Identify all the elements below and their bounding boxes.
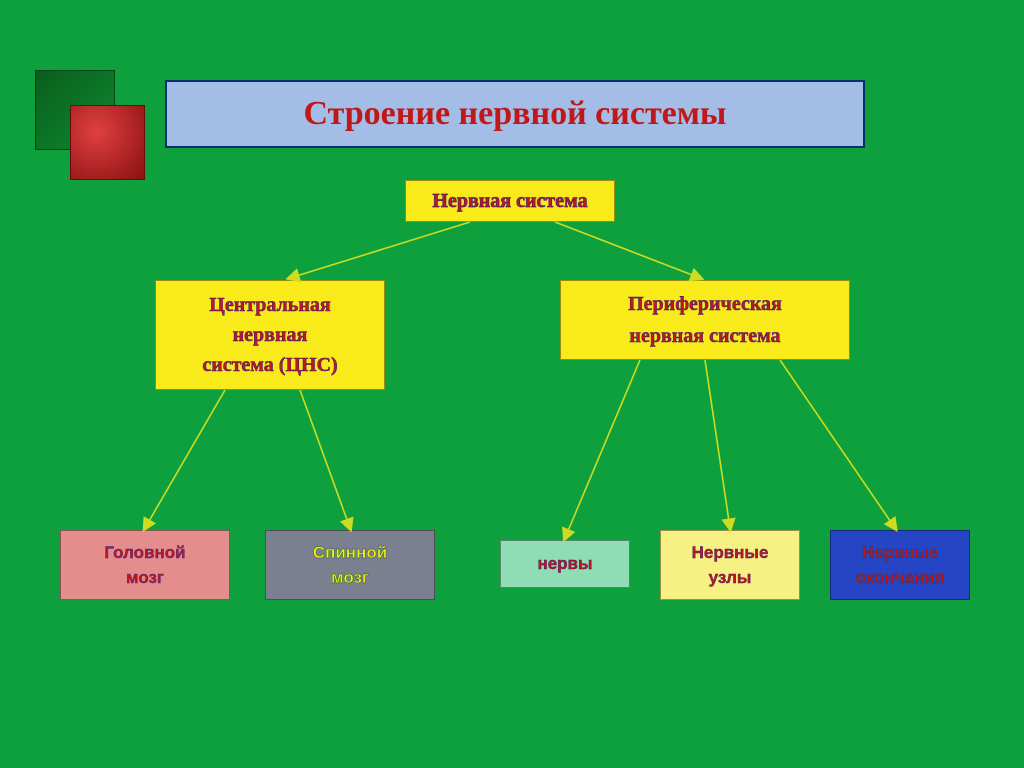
node-brain-label: Головноймозг <box>104 540 185 591</box>
node-nerves: нервы <box>500 540 630 588</box>
node-spinal: Спинноймозг <box>265 530 435 600</box>
node-brain: Головноймозг <box>60 530 230 600</box>
title-text: Строение нервной системы <box>304 95 727 133</box>
node-root-label: Нервная система <box>432 190 587 213</box>
title-box: Строение нервной системы <box>165 80 865 148</box>
edge-right-leaf5 <box>780 360 895 528</box>
node-central-label: Центральнаянервнаясистема (ЦНС) <box>202 290 337 380</box>
decorative-square-front <box>70 105 145 180</box>
node-nerves-label: нервы <box>537 551 592 577</box>
node-endings: Нервныеокончания <box>830 530 970 600</box>
edge-right-leaf4 <box>705 360 730 528</box>
edge-left-leaf2 <box>300 390 350 528</box>
node-root: Нервная система <box>405 180 615 222</box>
edge-left-leaf1 <box>145 390 225 528</box>
node-ganglia: Нервныеузлы <box>660 530 800 600</box>
node-endings-label: Нервныеокончания <box>855 540 944 591</box>
node-peripheral: Периферическаянервная система <box>560 280 850 360</box>
edge-right-leaf3 <box>565 360 640 538</box>
node-central: Центральнаянервнаясистема (ЦНС) <box>155 280 385 390</box>
node-ganglia-label: Нервныеузлы <box>692 540 769 591</box>
edge-root-right <box>555 222 700 278</box>
node-spinal-label: Спинноймозг <box>313 540 387 591</box>
node-peripheral-label: Периферическаянервная система <box>628 288 782 352</box>
edge-root-left <box>290 222 470 278</box>
